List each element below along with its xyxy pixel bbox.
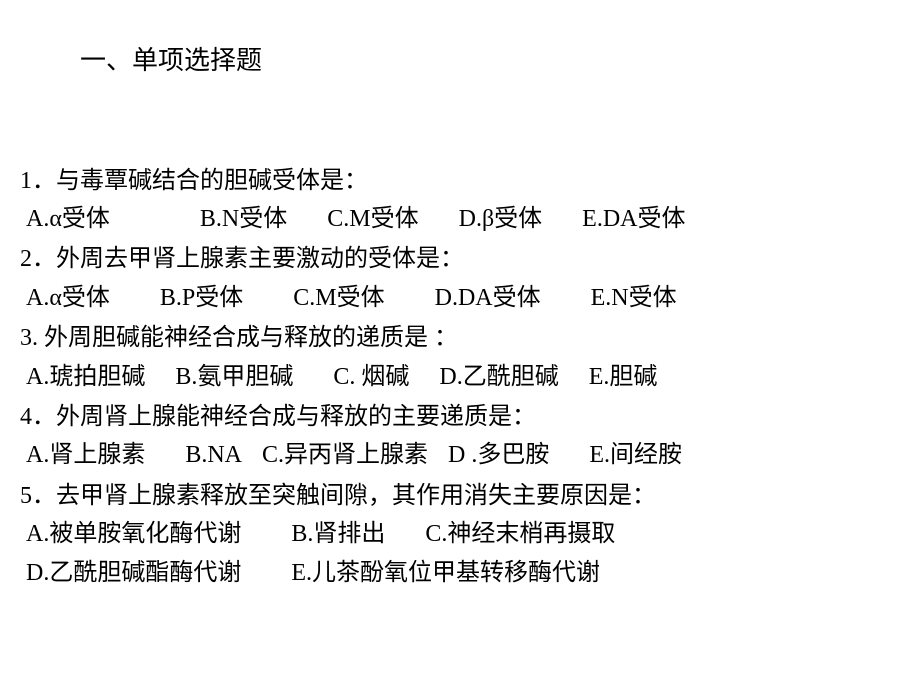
question-number: 1．: [20, 168, 56, 194]
option: A.琥拍胆碱: [26, 358, 145, 396]
option: A.被单胺氧化酶代谢: [26, 515, 241, 553]
option: B.氨甲胆碱: [175, 358, 293, 396]
option: E.胆碱: [589, 358, 658, 396]
option: D.乙酰胆碱: [439, 358, 558, 396]
options-line-2: D.乙酰胆碱酯酶代谢 E.儿茶酚氧位甲基转移酶代谢: [26, 554, 900, 592]
options-line: A.α受体 B.N受体 C.M受体 D.β受体 E.DA受体: [26, 200, 900, 238]
option: E.N受体: [591, 279, 677, 317]
question-2: 2．外周去甲肾上腺素主要激动的受体是： A.α受体 B.P受体 C.M受体 D.DA受…: [20, 240, 900, 317]
option: B.肾排出: [291, 515, 385, 553]
option: A.肾上腺素: [26, 436, 145, 474]
options-line-1: A.被单胺氧化酶代谢 B.肾排出 C.神经末梢再摄取: [26, 515, 900, 553]
option: D.DA受体: [435, 279, 541, 317]
option: E.DA受体: [582, 200, 685, 238]
question-4: 4．外周肾上腺能神经合成与释放的主要递质是： A.肾上腺素 B.NA C.异丙肾上腺…: [20, 398, 900, 475]
question-text: 5．去甲肾上腺素释放至突触间隙，其作用消失主要原因是：: [20, 477, 900, 515]
option: A.α受体: [26, 200, 110, 238]
question-number: 3.: [20, 325, 44, 351]
question-number: 4．: [20, 404, 56, 430]
option: A.α受体: [26, 279, 110, 317]
question-stem: 外周去甲肾上腺素主要激动的受体是：: [56, 246, 464, 272]
options-line: A.琥拍胆碱 B.氨甲胆碱 C. 烟碱 D.乙酰胆碱 E.胆碱: [26, 358, 900, 396]
option: C.M受体: [327, 200, 418, 238]
options-line: A.α受体 B.P受体 C.M受体 D.DA受体 E.N受体: [26, 279, 900, 317]
question-stem: 与毒覃碱结合的胆碱受体是：: [56, 168, 368, 194]
question-3: 3. 外周胆碱能神经合成与释放的递质是 ： A.琥拍胆碱 B.氨甲胆碱 C. 烟碱 D…: [20, 319, 900, 396]
option: D.β受体: [459, 200, 543, 238]
question-stem: 去甲肾上腺素释放至突触间隙，其作用消失主要原因是：: [56, 483, 656, 509]
question-1: 1．与毒覃碱结合的胆碱受体是： A.α受体 B.N受体 C.M受体 D.β受体 E.DA…: [20, 162, 900, 239]
question-text: 3. 外周胆碱能神经合成与释放的递质是 ：: [20, 319, 900, 357]
option: B.N受体: [200, 200, 287, 238]
option: E.儿茶酚氧位甲基转移酶代谢: [291, 554, 600, 592]
question-number: 2．: [20, 246, 56, 272]
option: D .多巴胺: [448, 436, 549, 474]
question-text: 4．外周肾上腺能神经合成与释放的主要递质是：: [20, 398, 900, 436]
option: C.神经末梢再摄取: [425, 515, 615, 553]
option: B.NA: [185, 436, 242, 474]
option: C.M受体: [293, 279, 384, 317]
question-5: 5．去甲肾上腺素释放至突触间隙，其作用消失主要原因是： A.被单胺氧化酶代谢 B.…: [20, 477, 900, 592]
options-line: A.肾上腺素 B.NA C.异丙肾上腺素 D .多巴胺 E.间经胺: [26, 436, 900, 474]
question-stem: 外周胆碱能神经合成与释放的递质是 ：: [44, 325, 458, 351]
option: C. 烟碱: [333, 358, 409, 396]
option: D.乙酰胆碱酯酶代谢: [26, 554, 241, 592]
question-text: 2．外周去甲肾上腺素主要激动的受体是：: [20, 240, 900, 278]
option: C.异丙肾上腺素: [262, 436, 428, 474]
option: E.间经胺: [589, 436, 682, 474]
question-text: 1．与毒覃碱结合的胆碱受体是：: [20, 162, 900, 200]
section-title: 一、单项选择题: [80, 40, 900, 82]
question-number: 5．: [20, 483, 56, 509]
question-stem: 外周肾上腺能神经合成与释放的主要递质是：: [56, 404, 536, 430]
option: B.P受体: [160, 279, 243, 317]
